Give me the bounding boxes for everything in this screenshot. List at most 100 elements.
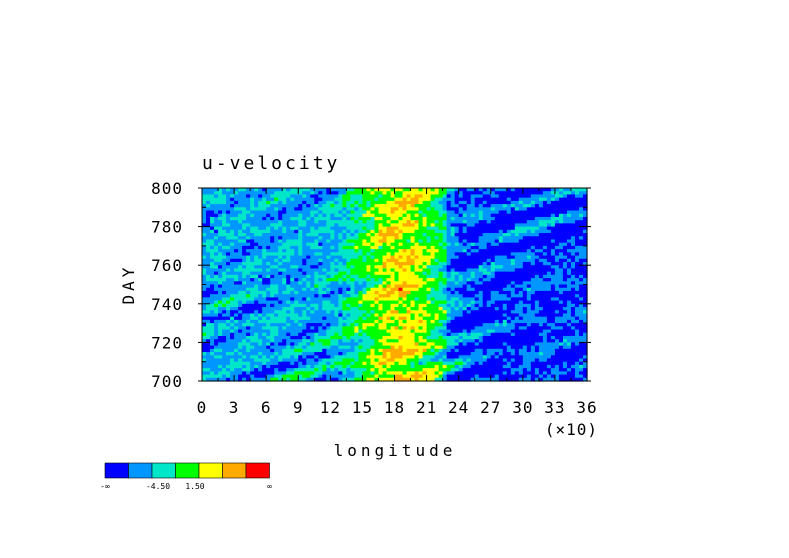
heat-cell: [522, 345, 528, 350]
heat-cell: [282, 236, 287, 241]
heat-cell: [282, 329, 287, 334]
heat-cell: [558, 339, 564, 343]
heat-cell: [522, 197, 528, 202]
heat-cell: [206, 197, 211, 202]
heat-cell: [258, 268, 263, 273]
heat-cell: [522, 332, 528, 337]
heat-cell: [458, 313, 464, 318]
heat-cell: [230, 252, 235, 257]
heat-cell: [334, 265, 339, 270]
heat-cell: [510, 223, 516, 228]
heat-cell: [510, 307, 516, 311]
heat-cell: [286, 297, 291, 302]
heat-cell: [498, 204, 504, 208]
heat-cell: [366, 303, 372, 308]
heat-cell: [202, 191, 207, 196]
heat-cell: [270, 310, 275, 315]
heat-cell: [418, 194, 424, 199]
heat-cell: [510, 316, 516, 321]
heat-cell: [562, 200, 568, 205]
heat-cell: [358, 239, 364, 244]
heat-cell: [526, 274, 532, 279]
heat-cell: [290, 191, 295, 196]
heat-cell: [210, 307, 215, 311]
heat-cell: [350, 319, 355, 324]
heat-cell: [286, 300, 291, 305]
heat-cell: [490, 342, 496, 347]
heat-cell: [550, 200, 556, 205]
heat-cell: [574, 271, 580, 276]
heat-cell: [498, 210, 504, 215]
heat-cell: [354, 335, 360, 340]
heat-cell: [574, 300, 580, 305]
heat-cell: [218, 255, 223, 260]
heat-cell: [558, 194, 564, 199]
heat-cell: [390, 345, 396, 350]
heat-cell: [330, 242, 335, 247]
heat-cell: [434, 207, 440, 212]
heat-cell: [550, 281, 556, 286]
heat-cell: [450, 316, 456, 321]
heat-cell: [450, 216, 456, 221]
heat-cell: [350, 290, 355, 295]
heat-cell: [258, 252, 263, 257]
heat-cell: [218, 319, 223, 324]
heat-cell: [266, 290, 271, 295]
heat-cell: [202, 342, 207, 347]
heat-cell: [282, 274, 287, 279]
heat-cell: [302, 207, 307, 212]
heat-cell: [242, 339, 247, 343]
heat-cell: [290, 258, 295, 263]
heat-cell: [294, 310, 299, 315]
heat-cell: [310, 345, 315, 350]
heat-cell: [502, 300, 508, 305]
heat-cell: [446, 249, 452, 253]
heat-cell: [394, 213, 400, 218]
heat-cell: [558, 268, 564, 273]
heat-cell: [354, 255, 360, 260]
heat-cell: [214, 345, 219, 350]
heat-cell: [526, 281, 532, 286]
heat-cell: [406, 204, 412, 208]
heat-cell: [554, 191, 560, 196]
heat-cell: [502, 207, 508, 212]
heat-cell: [386, 345, 392, 350]
heat-cell: [266, 239, 271, 244]
heat-cell: [442, 223, 448, 228]
heat-cell: [366, 249, 372, 253]
heat-cell: [510, 278, 516, 282]
heat-cell: [462, 261, 468, 266]
heat-cell: [494, 255, 500, 260]
heat-cell: [270, 274, 275, 279]
heat-cell: [214, 229, 219, 234]
heat-cell: [554, 352, 560, 356]
heat-cell: [322, 258, 327, 263]
heat-cell: [494, 352, 500, 356]
heat-cell: [418, 274, 424, 279]
heat-cell: [426, 316, 432, 321]
heat-cell: [310, 258, 315, 263]
heat-cell: [370, 310, 376, 315]
heat-cell: [370, 207, 376, 212]
heat-cell: [386, 210, 392, 215]
heat-cell: [438, 255, 444, 260]
heat-cell: [394, 335, 400, 340]
heat-cell: [478, 339, 484, 343]
heat-cell: [210, 303, 215, 308]
heat-cell: [454, 345, 460, 350]
heat-cell: [394, 319, 400, 324]
heat-cell: [478, 220, 484, 224]
heat-cell: [482, 319, 488, 324]
heat-cell: [522, 268, 528, 273]
heat-cell: [306, 348, 311, 353]
heat-cell: [530, 300, 536, 305]
heat-cell: [558, 233, 564, 237]
heat-cell: [574, 287, 580, 292]
heat-cell: [470, 287, 476, 292]
heat-cell: [362, 284, 368, 289]
heat-cell: [454, 223, 460, 228]
heat-cell: [534, 268, 540, 273]
heat-cell: [494, 220, 500, 224]
heat-cell: [474, 281, 480, 286]
heat-cell: [514, 255, 520, 260]
